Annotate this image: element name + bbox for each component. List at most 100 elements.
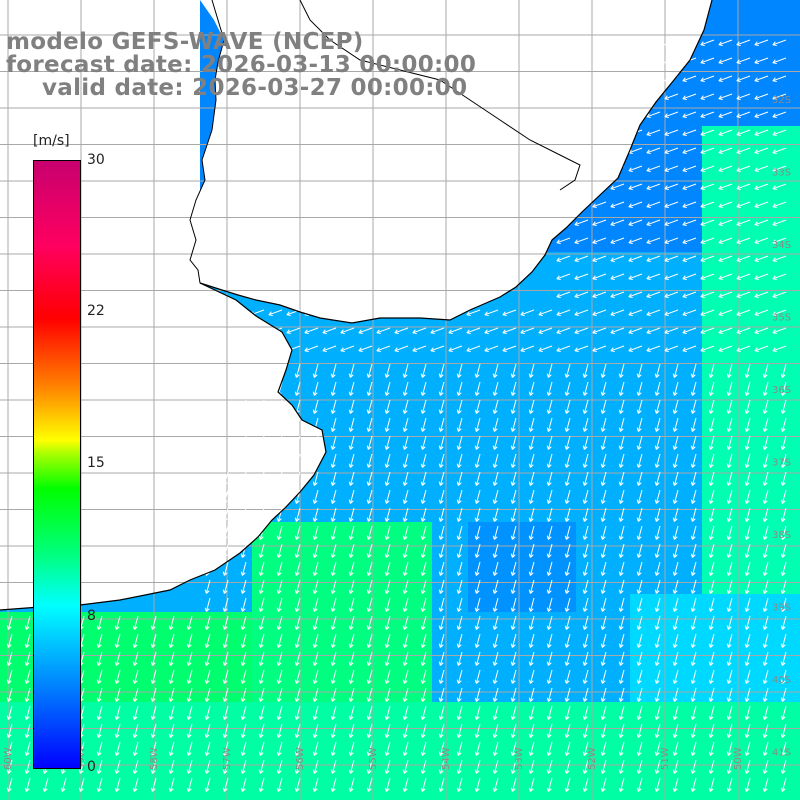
wind-arrow (546, 363, 553, 378)
speed-cell (738, 126, 756, 144)
speed-cell (756, 414, 774, 432)
wind-arrow (240, 687, 247, 702)
wind-arrow (646, 345, 661, 353)
speed-cell (252, 774, 270, 792)
wind-arrow (556, 309, 571, 317)
wind-arrow (150, 651, 157, 666)
speed-cell (558, 342, 576, 360)
wind-arrow (636, 417, 643, 432)
wind-arrow (312, 669, 319, 684)
wind-arrow (330, 615, 337, 630)
speed-cell (630, 198, 648, 216)
wind-arrow (474, 669, 481, 684)
speed-cell (594, 738, 612, 756)
wind-arrow (420, 597, 427, 612)
speed-cell (738, 684, 756, 702)
wind-arrow (420, 633, 427, 648)
speed-cell (288, 540, 306, 558)
speed-cell (756, 360, 774, 378)
speed-cell (378, 648, 396, 666)
wind-arrow (24, 741, 31, 756)
speed-cell (108, 792, 126, 800)
speed-cell (594, 252, 612, 270)
wind-arrow (474, 633, 481, 648)
speed-cell (378, 594, 396, 612)
speed-cell (630, 648, 648, 666)
speed-cell (306, 738, 324, 756)
speed-cell (684, 198, 702, 216)
wind-arrow (312, 453, 319, 468)
wind-arrow (700, 201, 715, 209)
wind-arrow (348, 705, 355, 720)
speed-cell (756, 594, 774, 612)
lat-label: 37S (772, 458, 791, 469)
speed-cell (720, 540, 738, 558)
speed-cell (414, 738, 432, 756)
wind-arrow (240, 543, 247, 558)
speed-cell (666, 306, 684, 324)
wind-arrow (294, 507, 301, 522)
speed-cell (738, 18, 756, 36)
wind-arrow (528, 759, 535, 774)
speed-cell (378, 576, 396, 594)
wind-arrow (700, 237, 715, 245)
speed-cell (774, 180, 792, 198)
wind-arrow (348, 759, 355, 774)
forecast-date: forecast date: 2026-03-13 00:00:00 (6, 52, 477, 78)
wind-arrow (618, 615, 625, 630)
wind-arrow (744, 705, 751, 720)
wind-arrow (474, 651, 481, 666)
wind-arrow (168, 723, 175, 738)
speed-cell (738, 648, 756, 666)
wind-arrow (636, 633, 643, 648)
wind-arrow (592, 75, 607, 83)
wind-arrow (384, 669, 391, 684)
wind-arrow (556, 111, 571, 119)
speed-cell (198, 18, 216, 36)
wind-arrow (258, 651, 265, 666)
wind-arrow (366, 579, 373, 594)
speed-cell (792, 702, 800, 720)
speed-cell (558, 666, 576, 684)
speed-cell (18, 612, 36, 630)
wind-arrow (258, 687, 265, 702)
speed-cell (108, 630, 126, 648)
speed-cell (54, 792, 72, 800)
speed-cell (486, 378, 504, 396)
wind-arrow (718, 255, 733, 263)
wind-arrow (762, 579, 769, 594)
wind-arrow (492, 399, 499, 414)
wind-arrow (690, 687, 697, 702)
speed-cell (450, 684, 468, 702)
wind-arrow (690, 579, 697, 594)
wind-arrow (294, 453, 301, 468)
speed-cell (774, 702, 792, 720)
speed-cell (612, 684, 630, 702)
speed-cell (270, 576, 288, 594)
speed-cell (540, 738, 558, 756)
wind-arrow (186, 687, 193, 702)
speed-cell (648, 144, 666, 162)
speed-cell (540, 360, 558, 378)
speed-cell (702, 558, 720, 576)
wind-arrow (664, 93, 679, 101)
wind-arrow (762, 543, 769, 558)
speed-cell (378, 414, 396, 432)
speed-cell (252, 648, 270, 666)
speed-cell (378, 684, 396, 702)
speed-cell (648, 540, 666, 558)
wind-arrow (762, 561, 769, 576)
lat-label: 34S (772, 240, 791, 251)
speed-cell (306, 702, 324, 720)
wind-arrow (574, 111, 589, 119)
speed-cell (792, 486, 800, 504)
speed-cell (180, 594, 198, 612)
speed-cell (738, 36, 756, 54)
speed-cell (180, 612, 198, 630)
speed-cell (630, 414, 648, 432)
wind-arrow (708, 417, 715, 432)
wind-arrow (474, 417, 481, 432)
wind-arrow (96, 669, 103, 684)
speed-cell (288, 324, 306, 342)
speed-cell (522, 360, 540, 378)
